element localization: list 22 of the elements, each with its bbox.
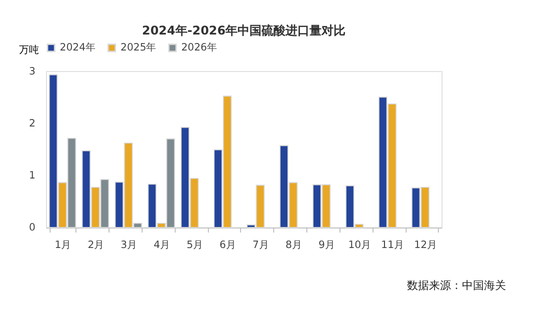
y-tick-label: 0	[28, 222, 36, 234]
x-tick-label: 8月	[285, 240, 302, 252]
y-tick-label: 3	[28, 66, 36, 78]
x-tick-label: 1月	[54, 240, 72, 252]
chart-title: 2024年-2026年中国硫酸进口量对比	[142, 23, 346, 38]
legend-label: 2025年	[120, 42, 156, 54]
x-tick-label: 7月	[252, 240, 269, 252]
source-note: 数据来源：中国海关	[407, 279, 506, 292]
x-tick-label: 5月	[186, 240, 204, 252]
x-tick-label: 10月	[348, 240, 372, 252]
legend-label: 2024年	[60, 42, 96, 54]
x-tick-label: 4月	[154, 240, 170, 252]
x-tick-label: 2月	[88, 240, 104, 252]
y-tick-label: 2	[28, 118, 36, 130]
x-tick-label: 9月	[318, 240, 335, 252]
y-tick-label: 1	[28, 170, 36, 182]
x-tick-label: 3月	[120, 240, 138, 252]
x-tick-label: 6月	[220, 240, 236, 252]
legend-label: 2026年	[181, 42, 217, 54]
x-tick-label: 12月	[414, 240, 438, 252]
y-axis-title: 万吨	[18, 44, 39, 56]
x-tick-label: 11月	[381, 240, 404, 252]
